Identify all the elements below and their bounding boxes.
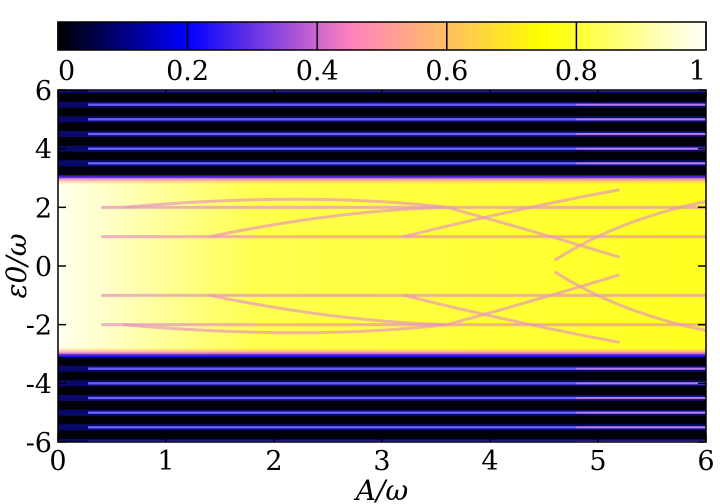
colorbar-gradient — [57, 21, 707, 51]
resonance-line — [88, 382, 706, 385]
band-crossing-curve — [208, 293, 447, 327]
y-tick-label: 6 — [35, 76, 52, 107]
resonance-line — [88, 396, 706, 400]
x-tick-label: 3 — [373, 446, 390, 477]
colorbar-tick-label: 0.2 — [166, 56, 209, 87]
band-crossing-curve — [553, 199, 706, 262]
x-axis-label: A/ω — [353, 474, 409, 504]
x-tick-label: 6 — [697, 446, 714, 477]
resonance-line — [88, 147, 706, 150]
band-crossing-curve — [446, 205, 621, 259]
resonance-line — [88, 411, 706, 414]
colorbar-tick-label: 0.6 — [425, 56, 468, 87]
band-crossing-curve — [403, 188, 620, 239]
band-resonance-line — [101, 323, 706, 327]
band-crossing-curve — [403, 293, 620, 344]
band-crossing-curve — [553, 270, 706, 333]
inside-resonance-lines — [101, 188, 706, 344]
colorbar-tick-label: 0.4 — [296, 56, 339, 87]
resonance-line-highlight — [576, 133, 706, 135]
resonance-line-highlight — [576, 397, 706, 399]
band-crossing-curve — [208, 205, 447, 239]
band-edge-bottom — [58, 347, 706, 357]
x-tick-label: 1 — [157, 446, 174, 477]
colorbar-ticks — [57, 22, 707, 50]
colorbar-tick-label: 0.8 — [555, 56, 598, 87]
band-edge-top — [58, 175, 706, 185]
y-tick-label: 4 — [35, 135, 52, 166]
y-tick-label: 2 — [35, 193, 52, 224]
resonance-line-highlight — [576, 426, 706, 429]
resonance-line — [88, 367, 706, 370]
resonance-line — [88, 118, 706, 121]
resonance-line — [88, 103, 706, 106]
y-tick-label: -2 — [26, 311, 52, 342]
heatmap-plot — [58, 90, 706, 442]
band-resonance-line — [101, 235, 706, 239]
resonance-line — [88, 162, 706, 165]
band-crossing-curve — [122, 197, 447, 209]
resonance-line-highlight — [576, 162, 706, 165]
y-axis-label: ε0/ω — [0, 233, 33, 298]
resonance-line — [88, 132, 706, 136]
resonance-line-highlight — [576, 367, 706, 370]
resonance-line-highlight — [576, 382, 706, 385]
resonance-line-highlight — [576, 103, 706, 106]
resonance-line — [88, 426, 706, 429]
x-tick-label: 0 — [49, 446, 66, 477]
colorbar-tick-labels: 0 0.2 0.4 0.6 0.8 1 — [58, 56, 706, 87]
band-crossing-curve — [122, 323, 447, 335]
band-crossing-curve — [446, 273, 621, 327]
outside-resonance-lines — [58, 90, 706, 442]
x-tick-label: 2 — [265, 446, 282, 477]
resonance-line-highlight — [576, 118, 706, 121]
x-tick-label: 5 — [589, 446, 606, 477]
colorbar-tick-label: 1 — [689, 56, 706, 87]
y-tick-label: -6 — [26, 428, 52, 459]
x-tick-label: 4 — [481, 446, 498, 477]
colorbar: 0 0.2 0.4 0.6 0.8 1 — [57, 21, 707, 87]
band-resonance-line — [101, 205, 706, 209]
y-tick-label: 0 — [35, 252, 52, 283]
band-resonance-line — [101, 293, 706, 297]
colorbar-tick-label: 0 — [58, 56, 75, 87]
x-axis-ticks: 0 1 2 3 4 5 6 — [49, 90, 715, 477]
y-axis-ticks: 6 4 2 0 -2 -4 -6 — [26, 76, 706, 459]
y-tick-label: -4 — [26, 369, 52, 400]
resonance-line-highlight — [576, 147, 706, 150]
resonance-line-highlight — [576, 411, 706, 414]
